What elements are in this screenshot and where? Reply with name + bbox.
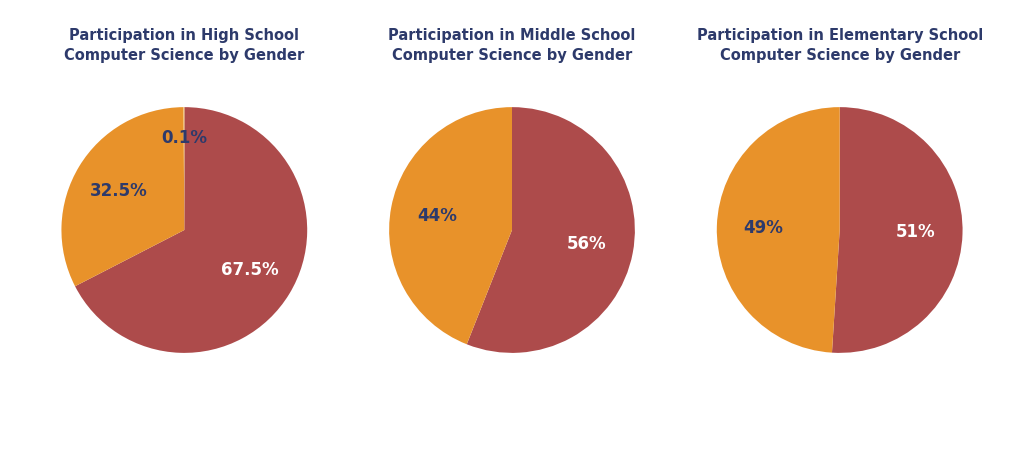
Text: 49%: 49% [743,219,783,237]
Text: 67.5%: 67.5% [220,261,279,279]
Text: 56%: 56% [567,235,606,253]
Text: 32.5%: 32.5% [90,182,148,199]
Wedge shape [717,107,840,353]
Wedge shape [389,107,512,344]
Text: 44%: 44% [417,207,457,225]
Text: 51%: 51% [896,223,936,241]
Wedge shape [61,107,184,286]
Title: Participation in High School
Computer Science by Gender: Participation in High School Computer Sc… [65,28,304,63]
Wedge shape [467,107,635,353]
Title: Participation in Elementary School
Computer Science by Gender: Participation in Elementary School Compu… [696,28,983,63]
Wedge shape [831,107,963,353]
Text: 0.1%: 0.1% [161,129,207,147]
Wedge shape [75,107,307,353]
Title: Participation in Middle School
Computer Science by Gender: Participation in Middle School Computer … [388,28,636,63]
